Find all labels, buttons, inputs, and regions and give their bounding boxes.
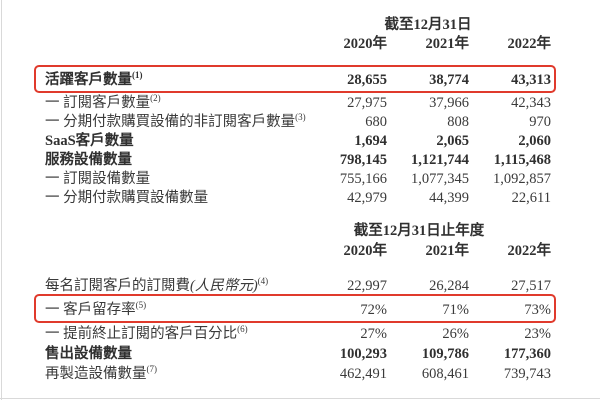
row-value: 22,611 — [511, 190, 551, 206]
row-value: 28,655 — [347, 72, 387, 88]
table-row: 每名訂閱客戶的訂閱費(人民幣元)(4) 22,997 26,284 27,517 — [45, 276, 551, 296]
table-row: 一 分期付款購買設備數量 42,979 44,399 22,611 — [45, 189, 551, 208]
table-row: 一 提前終止訂閱的客戶百分比(6) 27% 26% 23% — [45, 324, 551, 344]
row-label: 一 訂閱客戶數量(2) — [45, 93, 161, 111]
row-value: 970 — [529, 114, 551, 130]
table-row: 售出設備數量 100,293 109,786 177,360 — [45, 344, 551, 364]
table-body: 活躍客戶數量(1) 28,655 38,774 43,313 一 訂閱客戶數量(2) 27… — [34, 65, 556, 208]
row-value: 27% — [360, 326, 387, 342]
row-label: 一 分期付款購買設備數量 — [45, 190, 209, 206]
table-row-highlighted: 活躍客戶數量(1) 28,655 38,774 43,313 — [34, 65, 556, 93]
footnote-marker: (7) — [146, 364, 158, 375]
period-header-row: 截至12月31日止年度 — [45, 221, 551, 241]
period-header-row: 截至12月31日 — [45, 16, 551, 35]
row-value: 1,115,468 — [493, 152, 551, 168]
row-value: 26,284 — [429, 278, 469, 294]
row-value: 1,694 — [354, 133, 387, 149]
document-page: 截至12月31日 2020年 2021年 2022年 活躍客戶數量(1) 28,6… — [34, 16, 556, 384]
row-value: 1,077,345 — [411, 171, 469, 187]
row-value: 37,966 — [429, 95, 469, 111]
row-value: 755,166 — [339, 171, 387, 187]
row-value: 808 — [447, 114, 469, 130]
row-value: 73% — [524, 302, 551, 318]
row-value: 462,491 — [339, 366, 387, 382]
row-value: 177,360 — [503, 346, 551, 362]
period-header: 截至12月31日止年度 — [353, 223, 485, 239]
year-header-row: 2020年 2021年 2022年 — [45, 241, 552, 261]
row-label: 再製造設備數量(7) — [45, 364, 158, 382]
row-value: 27,517 — [511, 278, 551, 294]
year-header-row: 2020年 2021年 2022年 — [45, 35, 552, 54]
row-value: 71% — [442, 302, 469, 318]
table-row: 一 訂閱客戶數量(2) 27,975 37,966 42,343 — [45, 94, 551, 113]
footnote-marker: (6) — [237, 324, 248, 335]
row-label: 服務設備數量 — [45, 152, 132, 168]
customer-metrics-table: 截至12月31日 2020年 2021年 2022年 活躍客戶數量(1) 28,6… — [34, 16, 556, 208]
row-label: 活躍客戶數量(1) — [45, 70, 143, 88]
footnote-marker: (3) — [295, 112, 306, 123]
table-row: 再製造設備數量(7) 462,491 608,461 739,743 — [45, 364, 551, 384]
footnote-marker: (1) — [132, 70, 143, 81]
row-label: 一 分期付款購買設備的非訂閱客戶數量(3) — [45, 112, 306, 130]
row-value: 42,979 — [347, 190, 387, 206]
row-value: 1,092,857 — [493, 171, 551, 187]
table-row: 一 分期付款購買設備的非訂閱客戶數量(3) 680 808 970 — [45, 113, 551, 132]
row-value: 2,065 — [436, 133, 469, 149]
row-value: 798,145 — [339, 152, 387, 168]
row-label: 一 客戶留存率(5) — [45, 300, 147, 318]
year-column-header: 2020年 — [343, 243, 388, 259]
footnote-marker: (4) — [257, 276, 269, 287]
table-row: 服務設備數量 798,145 1,121,744 1,115,468 — [45, 151, 551, 170]
row-label: 一 訂閱設備數量 — [45, 171, 151, 187]
row-value: 43,313 — [511, 72, 551, 88]
page-edge-line-left — [1, 0, 2, 400]
row-value: 23% — [524, 326, 551, 342]
row-value: 27,975 — [347, 95, 387, 111]
row-value: 739,743 — [503, 366, 551, 382]
table-row-highlighted: 一 客戶留存率(5) 72% 71% 73% — [34, 294, 556, 323]
row-label: 售出設備數量 — [45, 346, 132, 362]
row-label: 每名訂閱客戶的訂閱費(人民幣元)(4) — [45, 276, 269, 294]
row-value: 608,461 — [421, 366, 469, 382]
footnote-marker: (2) — [150, 93, 161, 104]
year-column-header: 2022年 — [507, 36, 552, 52]
row-value: 680 — [365, 114, 387, 130]
table-row: SaaS客戶數量 1,694 2,065 2,060 — [45, 132, 551, 151]
row-label: 一 提前終止訂閱的客戶百分比(6) — [45, 324, 248, 342]
row-value: 44,399 — [429, 190, 469, 206]
row-value: 1,121,744 — [411, 152, 469, 168]
page-edge-line-bottom — [0, 398, 600, 399]
row-value: 72% — [360, 302, 387, 318]
footnote-marker: (5) — [135, 300, 147, 311]
row-value: 22,997 — [347, 278, 387, 294]
row-value: 2,060 — [518, 133, 551, 149]
row-value: 100,293 — [339, 346, 387, 362]
year-column-header: 2021年 — [425, 36, 470, 52]
row-label: SaaS客戶數量 — [45, 133, 134, 149]
row-value: 38,774 — [429, 72, 469, 88]
row-value: 42,343 — [511, 95, 551, 111]
table-body: 每名訂閱客戶的訂閱費(人民幣元)(4) 22,997 26,284 27,517 一 客… — [34, 276, 556, 384]
subscription-metrics-table: 截至12月31日止年度 2020年 2021年 2022年 每名訂閱客戶的訂閱費… — [34, 221, 556, 384]
year-column-header: 2022年 — [507, 243, 552, 259]
table-row: 一 訂閱設備數量 755,166 1,077,345 1,092,857 — [45, 170, 551, 189]
period-header: 截至12月31日 — [384, 17, 472, 33]
row-value: 109,786 — [421, 346, 469, 362]
year-column-header: 2021年 — [425, 243, 470, 259]
year-column-header: 2020年 — [343, 36, 388, 52]
row-value: 26% — [442, 326, 469, 342]
